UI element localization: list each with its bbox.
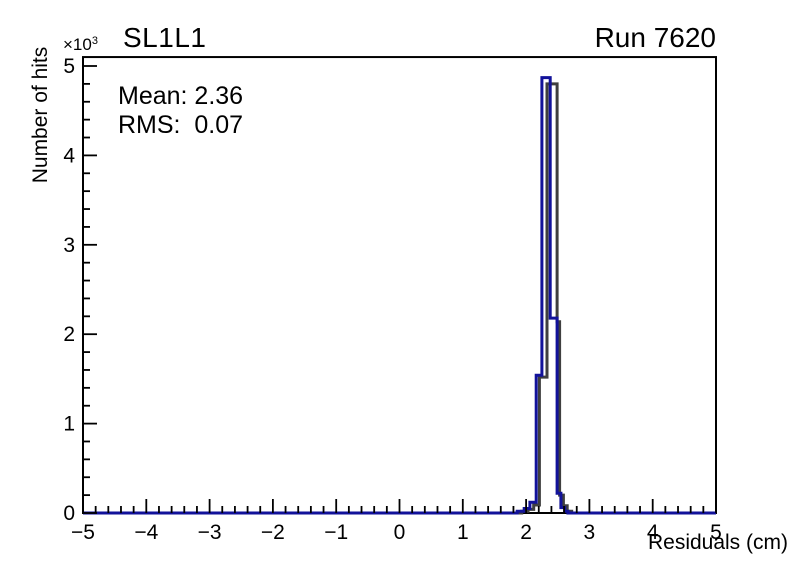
run-number-label: Run 7620 (594, 22, 716, 53)
x-tick-label: 2 (520, 521, 532, 544)
y-tick-label: 4 (63, 144, 75, 167)
x-tick-label: 0 (394, 521, 406, 544)
y-tick-label: 2 (63, 323, 75, 346)
y-tick-label: 3 (63, 234, 75, 257)
x-tick-label: 5 (710, 521, 722, 544)
y-tick-label: 1 (63, 413, 75, 436)
stat-rms: RMS: 0.07 (118, 111, 244, 139)
histogram-reference (83, 82, 716, 515)
stats-box: Mean: 2.36 RMS: 0.07 (118, 82, 243, 140)
y-exponent-power: 3 (91, 35, 98, 47)
x-tick-label: −1 (324, 521, 348, 544)
x-tick-label: 3 (584, 521, 596, 544)
x-tick-label: −3 (198, 521, 222, 544)
y-tick-label: 5 (63, 55, 75, 78)
y-tick-label: 0 (63, 502, 75, 525)
y-axis-title: Number of hits (29, 46, 52, 184)
y-axis-exponent-label: ×103 (63, 35, 98, 54)
x-tick-label: −5 (71, 521, 95, 544)
x-tick-label: −4 (134, 521, 158, 544)
y-exponent-base: ×10 (63, 35, 92, 54)
x-tick-label: 1 (457, 521, 469, 544)
x-axis-title: Residuals (cm) (647, 531, 788, 554)
histogram-primary (83, 76, 716, 515)
x-tick-label: 4 (647, 521, 659, 544)
pad-title: SL1L1 (123, 22, 207, 53)
x-tick-label: −2 (261, 521, 285, 544)
stat-mean: Mean: 2.36 (118, 82, 244, 110)
